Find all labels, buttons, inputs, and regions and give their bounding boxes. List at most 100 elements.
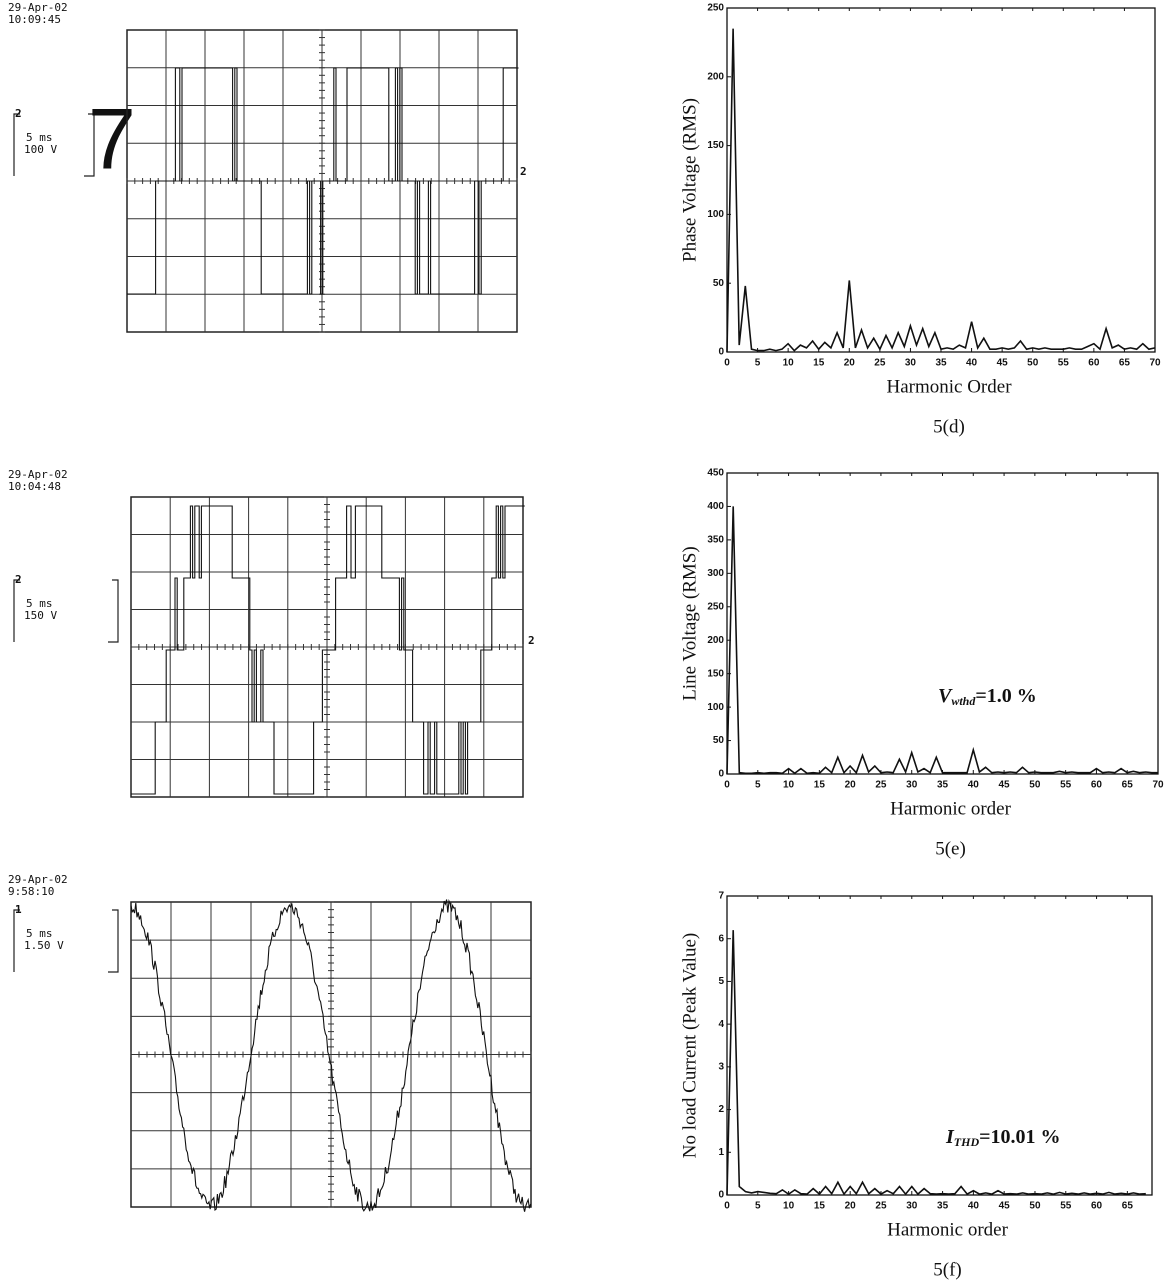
- caption: 5(f): [933, 1259, 961, 1280]
- spectrum-line: [727, 506, 1158, 774]
- figure-number: 7: [88, 92, 136, 188]
- channel-number: 2: [15, 573, 22, 586]
- y-tick-label: 450: [707, 468, 724, 479]
- x-tick-label: 0: [724, 358, 730, 369]
- x-tick-label: 45: [999, 1201, 1011, 1212]
- y-tick-label: 200: [707, 635, 724, 646]
- spectrum-line: [727, 29, 1155, 352]
- x-tick-label: 30: [905, 358, 917, 369]
- x-tick-label: 45: [997, 358, 1009, 369]
- x-tick-label: 5: [755, 1201, 761, 1212]
- y-axis-label: No load Current (Peak Value): [679, 933, 700, 1158]
- channel-number: 1: [15, 903, 22, 916]
- x-tick-label: 15: [814, 780, 826, 791]
- x-tick-label: 20: [845, 1201, 857, 1212]
- annotation-value: =1.0 %: [975, 685, 1036, 707]
- volts-per-div: 100 V: [24, 143, 57, 156]
- y-tick-label: 0: [718, 1190, 724, 1201]
- x-tick-label: 15: [814, 1201, 826, 1212]
- annotation: Vwthd=1.0 %: [938, 685, 1037, 708]
- y-tick-label: 250: [707, 3, 724, 14]
- y-tick-label: 50: [713, 735, 725, 746]
- y-tick-label: 250: [707, 601, 724, 612]
- y-tick-label: 0: [718, 347, 724, 358]
- x-tick-label: 55: [1060, 1201, 1072, 1212]
- y-tick-label: 3: [718, 1061, 724, 1072]
- annotation: ITHD=10.01 %: [945, 1126, 1061, 1149]
- x-tick-label: 10: [783, 358, 795, 369]
- x-tick-label: 50: [1029, 780, 1041, 791]
- y-axis-label: Phase Voltage (RMS): [679, 98, 700, 262]
- x-tick-label: 5: [755, 780, 761, 791]
- x-tick-label: 55: [1060, 780, 1072, 791]
- x-tick-label: 65: [1122, 1201, 1134, 1212]
- timestamp: 10:04:48: [8, 480, 61, 493]
- x-tick-label: 0: [724, 1201, 730, 1212]
- annotation-subscript: THD: [954, 1135, 980, 1149]
- x-tick-label: 40: [968, 1201, 980, 1212]
- y-tick-label: 5: [718, 976, 724, 987]
- x-tick-label: 30: [906, 1201, 918, 1212]
- x-tick-label: 20: [845, 780, 857, 791]
- x-tick-label: 30: [906, 780, 918, 791]
- x-tick-label: 60: [1088, 358, 1100, 369]
- x-tick-label: 5: [755, 358, 761, 369]
- x-tick-label: 35: [935, 358, 947, 369]
- annotation-subscript: wthd: [951, 694, 976, 708]
- y-tick-label: 400: [707, 501, 724, 512]
- x-tick-label: 20: [844, 358, 856, 369]
- x-tick-label: 10: [783, 1201, 795, 1212]
- x-axis-label: Harmonic Order: [886, 376, 1012, 397]
- x-axis-label: Harmonic order: [887, 1219, 1008, 1240]
- x-tick-label: 65: [1119, 358, 1131, 369]
- x-tick-label: 25: [875, 1201, 887, 1212]
- x-tick-label: 70: [1152, 780, 1164, 791]
- x-tick-label: 40: [966, 358, 978, 369]
- x-tick-label: 45: [999, 780, 1011, 791]
- channel-marker: 2: [528, 634, 535, 647]
- x-tick-label: 50: [1027, 358, 1039, 369]
- x-tick-label: 35: [937, 780, 949, 791]
- plot-frame: [727, 896, 1152, 1195]
- volts-per-div: 150 V: [24, 609, 57, 622]
- y-tick-label: 100: [707, 209, 724, 220]
- y-tick-label: 0: [718, 769, 724, 780]
- x-tick-label: 10: [783, 780, 795, 791]
- y-tick-label: 7: [718, 891, 724, 902]
- x-tick-label: 50: [1029, 1201, 1041, 1212]
- x-tick-label: 65: [1122, 780, 1134, 791]
- timestamp: 9:58:10: [8, 885, 54, 898]
- x-tick-label: 15: [813, 358, 825, 369]
- y-tick-label: 300: [707, 568, 724, 579]
- y-tick-label: 150: [707, 140, 724, 151]
- volts-per-div: 1.50 V: [24, 939, 64, 952]
- plot-frame: [727, 8, 1155, 352]
- x-tick-label: 25: [874, 358, 886, 369]
- x-tick-label: 35: [937, 1201, 949, 1212]
- timestamp: 10:09:45: [8, 13, 61, 26]
- x-tick-label: 60: [1091, 1201, 1103, 1212]
- x-tick-label: 40: [968, 780, 980, 791]
- y-tick-label: 100: [707, 702, 724, 713]
- x-tick-label: 60: [1091, 780, 1103, 791]
- y-tick-label: 4: [718, 1019, 724, 1030]
- channel-marker: 2: [520, 165, 527, 178]
- y-axis-label: Line Voltage (RMS): [679, 546, 700, 700]
- caption: 5(e): [935, 838, 966, 859]
- channel-number: 2: [15, 107, 22, 120]
- y-tick-label: 350: [707, 535, 724, 546]
- x-axis-label: Harmonic order: [890, 798, 1011, 819]
- annotation-value: =10.01 %: [979, 1126, 1060, 1148]
- figure: 29-Apr-0210:09:4525 ms100 V7229-Apr-0210…: [0, 0, 1172, 1284]
- y-tick-label: 50: [713, 278, 725, 289]
- x-tick-label: 70: [1149, 358, 1161, 369]
- y-tick-label: 2: [718, 1104, 724, 1115]
- y-tick-label: 150: [707, 668, 724, 679]
- y-tick-label: 6: [718, 933, 724, 944]
- x-tick-label: 0: [724, 780, 730, 791]
- x-tick-label: 55: [1058, 358, 1070, 369]
- y-tick-label: 200: [707, 71, 724, 82]
- y-tick-label: 1: [718, 1147, 724, 1158]
- spectrum-line: [727, 930, 1146, 1195]
- x-tick-label: 25: [875, 780, 887, 791]
